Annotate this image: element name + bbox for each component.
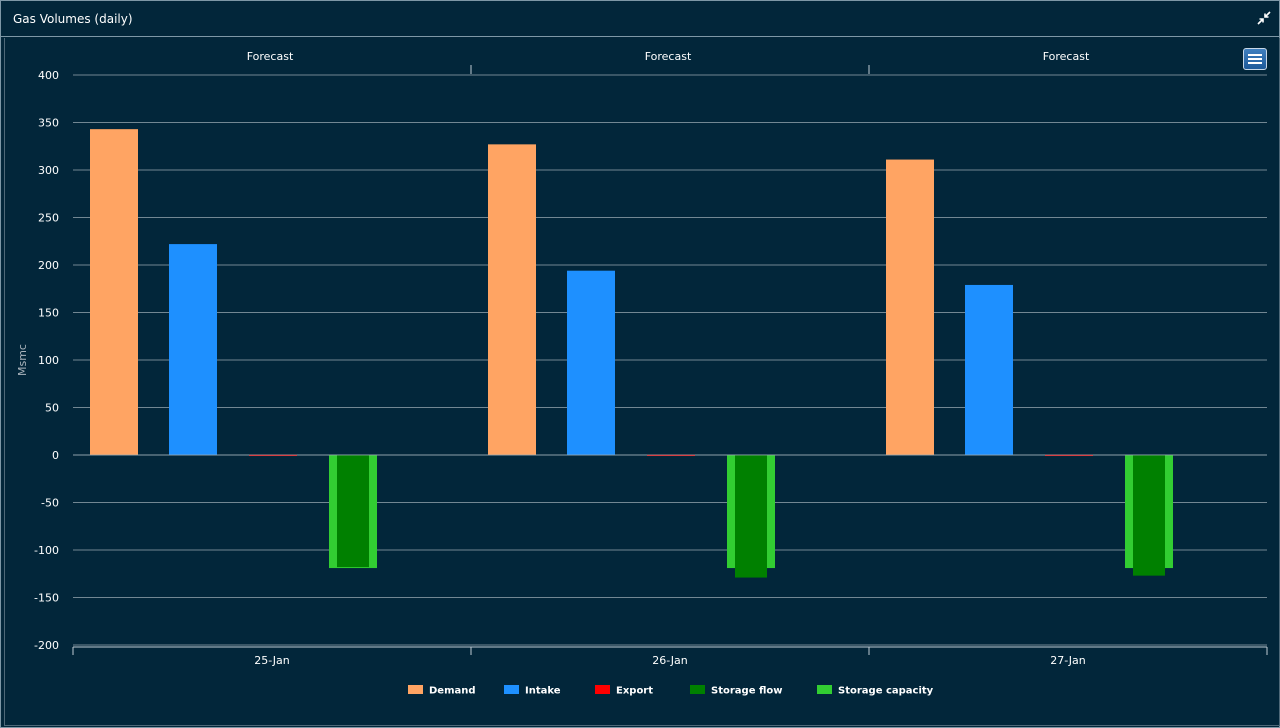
legend-label: Demand [429,686,476,697]
y-axis-label: Msmc [16,344,29,376]
y-tick-label: 50 [45,402,59,415]
legend-swatch [817,685,832,694]
window-titlebar: Gas Volumes (daily) [1,1,1279,37]
y-tick-label: 400 [38,69,59,82]
y-tick-label: -100 [34,544,59,557]
collapse-arrows-icon[interactable] [1257,11,1271,25]
bar-intake [567,270,615,455]
bar-demand [886,159,934,456]
bar-demand [488,144,536,455]
legend-label: Intake [525,686,561,697]
window-title: Gas Volumes (daily) [13,12,133,26]
y-tick-label: -50 [41,497,59,510]
legend-swatch [504,685,519,694]
y-tick-label: 250 [38,212,59,225]
top-category-label: Forecast [645,50,692,63]
bar-storage-flow [1133,455,1165,576]
y-tick-label: 300 [38,164,59,177]
legend-label: Storage capacity [838,686,934,697]
legend-swatch [408,685,423,694]
y-tick-label: -200 [34,639,59,652]
bar-demand [90,129,138,455]
legend-swatch [690,685,705,694]
legend-swatch [595,685,610,694]
x-tick-label: 26-Jan [652,654,688,667]
top-category-label: Forecast [1043,50,1090,63]
y-tick-label: 0 [52,449,59,462]
y-tick-label: 350 [38,117,59,130]
legend-label: Export [616,686,653,697]
bar-intake [169,244,217,455]
bar-storage-flow [735,455,767,578]
y-tick-label: 200 [38,259,59,272]
top-category-label: Forecast [247,50,294,63]
legend-label: Storage flow [711,686,782,697]
bar-intake [965,284,1013,455]
hamburger-menu-icon[interactable] [1243,48,1267,70]
bar-storage-flow [337,455,369,568]
x-tick-label: 27-Jan [1050,654,1086,667]
y-tick-label: -150 [34,592,59,605]
x-tick-label: 25-Jan [254,654,290,667]
y-tick-label: 150 [38,307,59,320]
y-tick-label: 100 [38,354,59,367]
